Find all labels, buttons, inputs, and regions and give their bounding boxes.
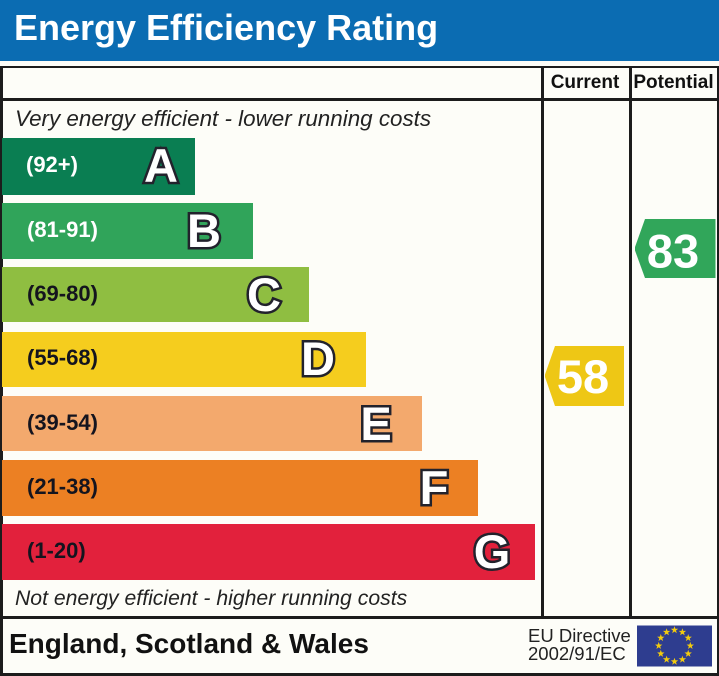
- svg-text:G: G: [474, 525, 511, 578]
- svg-text:C: C: [247, 268, 281, 321]
- svg-text:B: B: [187, 204, 221, 257]
- svg-text:58: 58: [557, 350, 609, 403]
- svg-text:A: A: [144, 139, 178, 192]
- svg-text:D: D: [301, 332, 335, 385]
- svg-text:F: F: [420, 461, 449, 514]
- svg-text:83: 83: [647, 225, 699, 278]
- svg-text:E: E: [360, 397, 391, 450]
